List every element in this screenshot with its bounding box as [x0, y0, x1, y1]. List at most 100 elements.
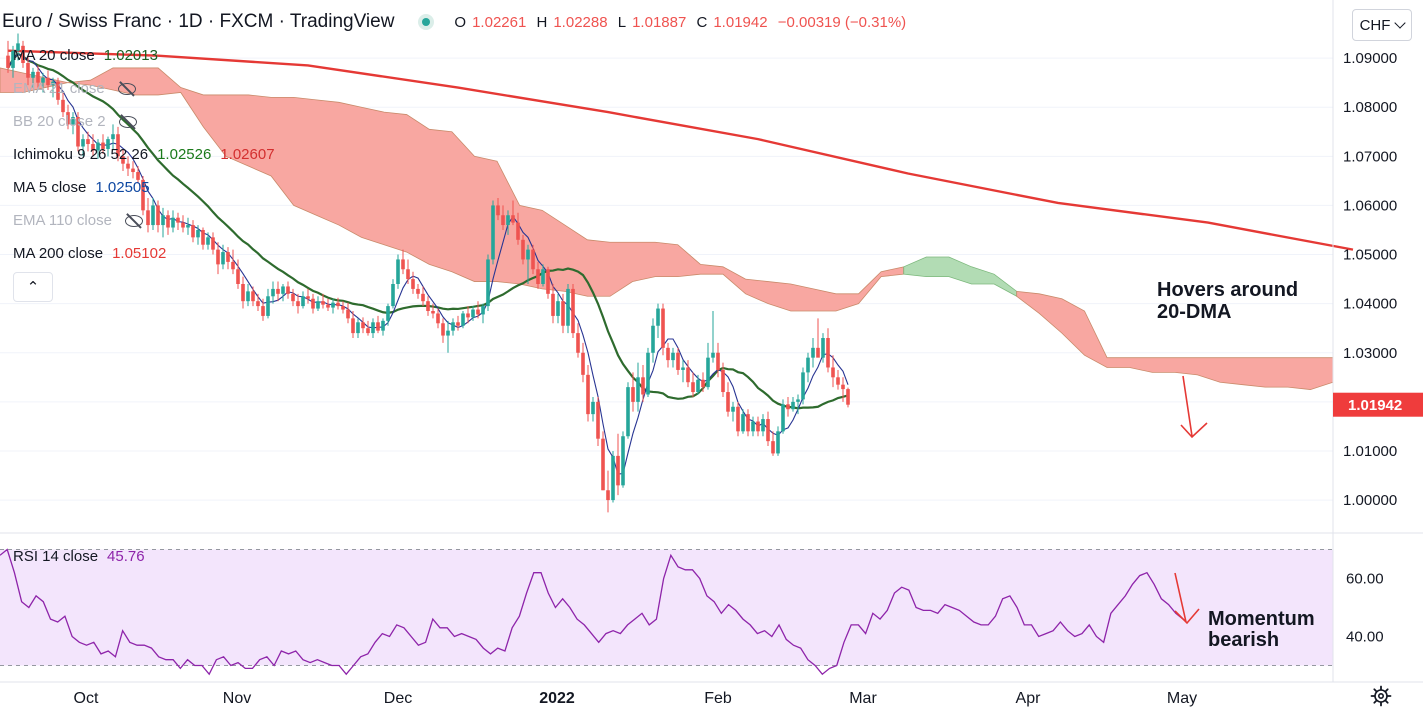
candle-body [446, 330, 450, 336]
candle-body [61, 99, 65, 113]
time-tick-label: Feb [704, 690, 732, 707]
candle-body [111, 134, 115, 140]
legend-ma200[interactable]: MA 200 close 1.05102 [13, 243, 166, 265]
candle-body [306, 296, 310, 299]
price-tick-label: 1.08000 [1343, 99, 1397, 116]
candle-body [176, 217, 180, 223]
candle-body [746, 414, 750, 432]
candle-body [541, 269, 545, 284]
rsi-tick-label: 60.00 [1346, 571, 1384, 588]
rsi-band-fill [0, 549, 1333, 666]
time-tick-label: Mar [849, 690, 877, 707]
candle-body [451, 322, 455, 331]
candle-body [321, 301, 325, 305]
time-tick-label: Apr [1016, 690, 1042, 707]
price-tick-label: 1.00000 [1343, 492, 1397, 509]
legend-ma200-label: MA 200 close [13, 245, 104, 262]
currency-button[interactable]: CHF [1352, 9, 1412, 41]
candle-body [291, 293, 295, 302]
hidden-eye-icon[interactable] [117, 82, 137, 96]
candle-body [491, 205, 495, 260]
candle-body [96, 142, 100, 151]
candle-body [546, 269, 550, 294]
candle-body [656, 308, 660, 326]
candle-body [591, 401, 595, 415]
settings-gear-icon[interactable] [1369, 684, 1393, 708]
candle-body [371, 322, 375, 334]
collapse-legend-button[interactable]: ⌃ [13, 272, 53, 302]
candle-body [211, 237, 215, 250]
candle-body [581, 352, 585, 375]
legend-ema21[interactable]: EMA 21 close [13, 78, 137, 100]
candle-body [536, 269, 540, 284]
candle-body [46, 77, 50, 86]
candle-body [126, 163, 130, 169]
legend-rsi[interactable]: RSI 14 close 45.76 [13, 546, 145, 568]
candle-body [651, 325, 655, 353]
candle-body [26, 63, 30, 78]
legend-ema110[interactable]: EMA 110 close [13, 210, 144, 232]
ohlc-values: O 1.02261 H 1.02288 L 1.01887 C 1.01942 −0.0… [454, 14, 912, 31]
candle-body [716, 352, 720, 370]
close-label: C [696, 13, 708, 31]
candle-body [36, 71, 40, 83]
candle-body [831, 367, 835, 378]
rsi-line [0, 548, 1184, 676]
candle-body [326, 304, 330, 308]
legend-rsi-label: RSI 14 close [13, 548, 99, 565]
candle-body [106, 139, 110, 149]
legend-ma200-value: 1.05102 [112, 245, 167, 262]
candle-body [341, 306, 345, 310]
candle-body [636, 377, 640, 402]
candle-body [361, 322, 365, 329]
candle-body [421, 293, 425, 302]
candle-body [76, 117, 80, 147]
candle-body [711, 352, 715, 358]
candle-body [566, 288, 570, 326]
hidden-eye-icon[interactable] [124, 214, 144, 228]
candle-body [11, 50, 15, 68]
candle-body [806, 357, 810, 373]
candle-body [826, 338, 830, 368]
legend-ma20-label: MA 20 close [13, 47, 95, 64]
hidden-eye-icon[interactable] [118, 115, 138, 129]
candle-body [381, 320, 385, 331]
candle-body [521, 239, 525, 260]
candle-body [431, 311, 435, 314]
candle-body [601, 438, 605, 491]
chart-header: Euro / Swiss Franc · 1D · FXCM · Trading… [0, 6, 912, 38]
candle-body [206, 237, 210, 245]
candle-body [781, 404, 785, 432]
candle-body [696, 379, 700, 393]
symbol-title[interactable]: Euro / Swiss Franc · 1D · FXCM · Trading… [2, 11, 395, 32]
candle-body [661, 308, 665, 348]
candle-body [486, 259, 490, 307]
candle-body [556, 301, 560, 316]
candle-body [616, 455, 620, 486]
ma200-line [7, 49, 1354, 251]
candle-body [281, 286, 285, 294]
candle-body [346, 309, 350, 319]
legend-ichimoku[interactable]: Ichimoku 9 26 52 26 1.02526 1.02607 [13, 144, 275, 166]
candle-body [241, 284, 245, 302]
candle-body [271, 288, 275, 297]
candle-body [741, 414, 745, 432]
candle-body [191, 225, 195, 238]
legend-ma5[interactable]: MA 5 close 1.02505 [13, 177, 150, 199]
candle-body [261, 306, 265, 316]
candle-body [316, 301, 320, 309]
legend-ma20[interactable]: MA 20 close 1.02013 [13, 45, 158, 67]
open-value: 1.02261 [472, 13, 527, 31]
legend-ema21-label: EMA 21 close [13, 80, 105, 97]
axis-labels: 1.09000 1.08000 1.07000 1.06000 1.05000 1.040… [74, 50, 1423, 707]
price-tick-label: 1.04000 [1343, 296, 1397, 313]
legend-bb20[interactable]: BB 20 close 2 [13, 111, 138, 133]
candle-body [301, 296, 305, 307]
candle-body [846, 389, 850, 405]
candle-body [186, 225, 190, 228]
candle-body [771, 441, 775, 454]
legend-ma20-value: 1.02013 [103, 47, 158, 64]
candle-body [51, 81, 55, 86]
candle-body [776, 431, 780, 454]
